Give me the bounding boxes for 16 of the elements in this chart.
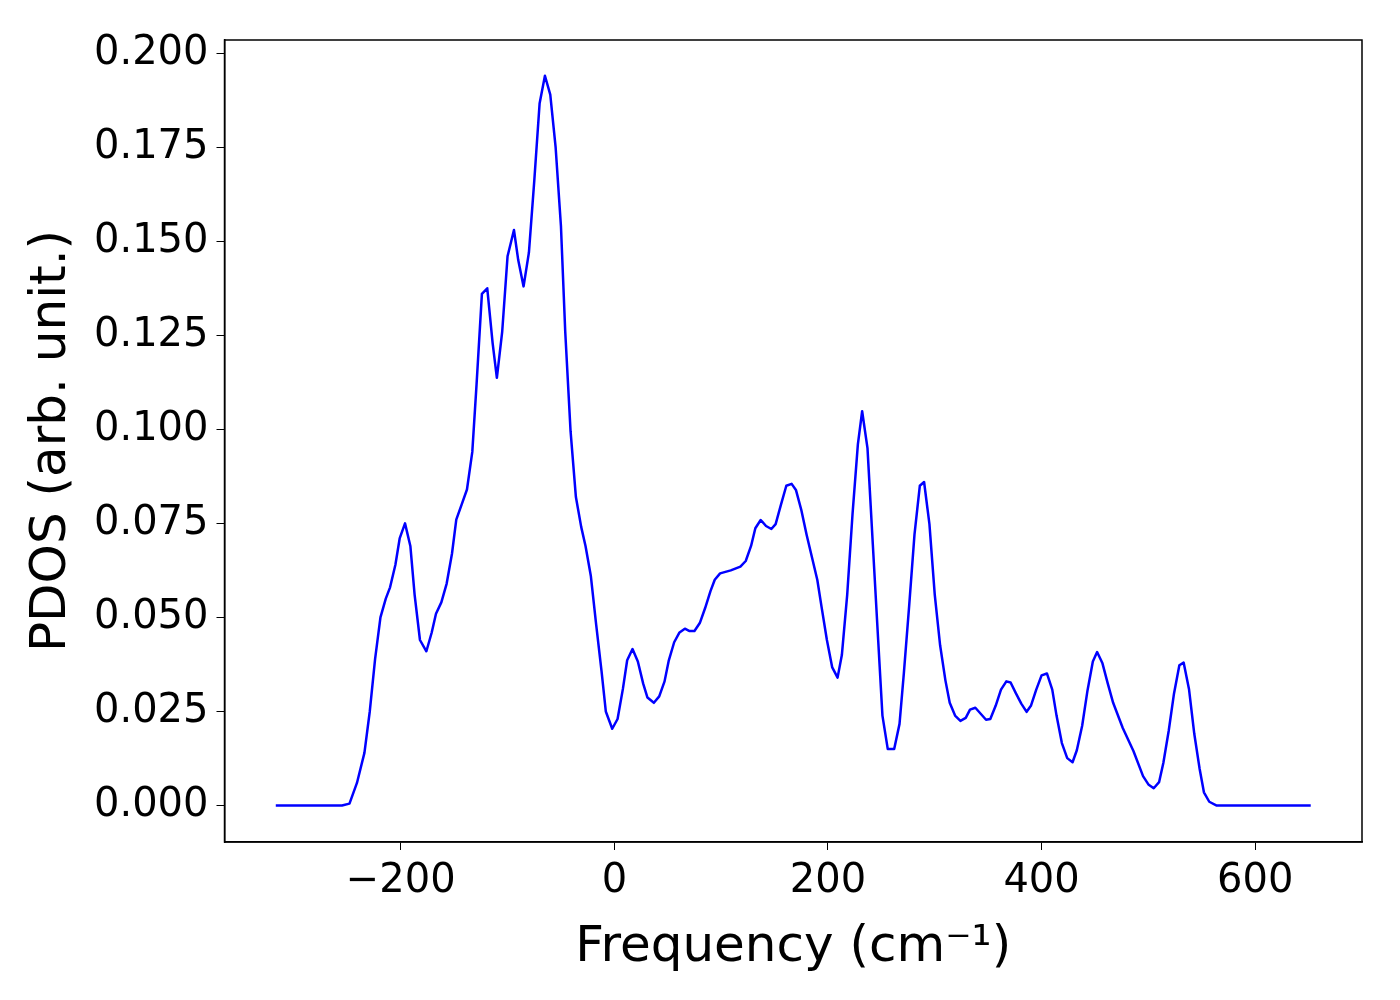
y-tick-label: 0.000	[94, 778, 209, 825]
x-axis-title: Frequency (cm⁻¹)	[575, 914, 1012, 973]
y-tick-label: 0.200	[94, 26, 209, 73]
y-tick-label: 0.175	[94, 120, 209, 167]
y-tick-label: 0.100	[94, 402, 209, 449]
x-tick-label: −200	[345, 855, 456, 902]
y-tick-label: 0.050	[94, 590, 209, 637]
y-tick-label: 0.025	[94, 684, 209, 731]
y-tick-label: 0.150	[94, 214, 209, 261]
y-axis-title: PDOS (arb. unit.)	[18, 229, 77, 653]
y-tick-label: 0.125	[94, 308, 209, 355]
y-tick-label: 0.075	[94, 496, 209, 543]
x-tick-label: 200	[789, 855, 867, 902]
x-tick-label: 0	[601, 855, 628, 902]
x-tick-label: 600	[1217, 855, 1294, 902]
x-tick-label: 400	[1003, 855, 1080, 902]
